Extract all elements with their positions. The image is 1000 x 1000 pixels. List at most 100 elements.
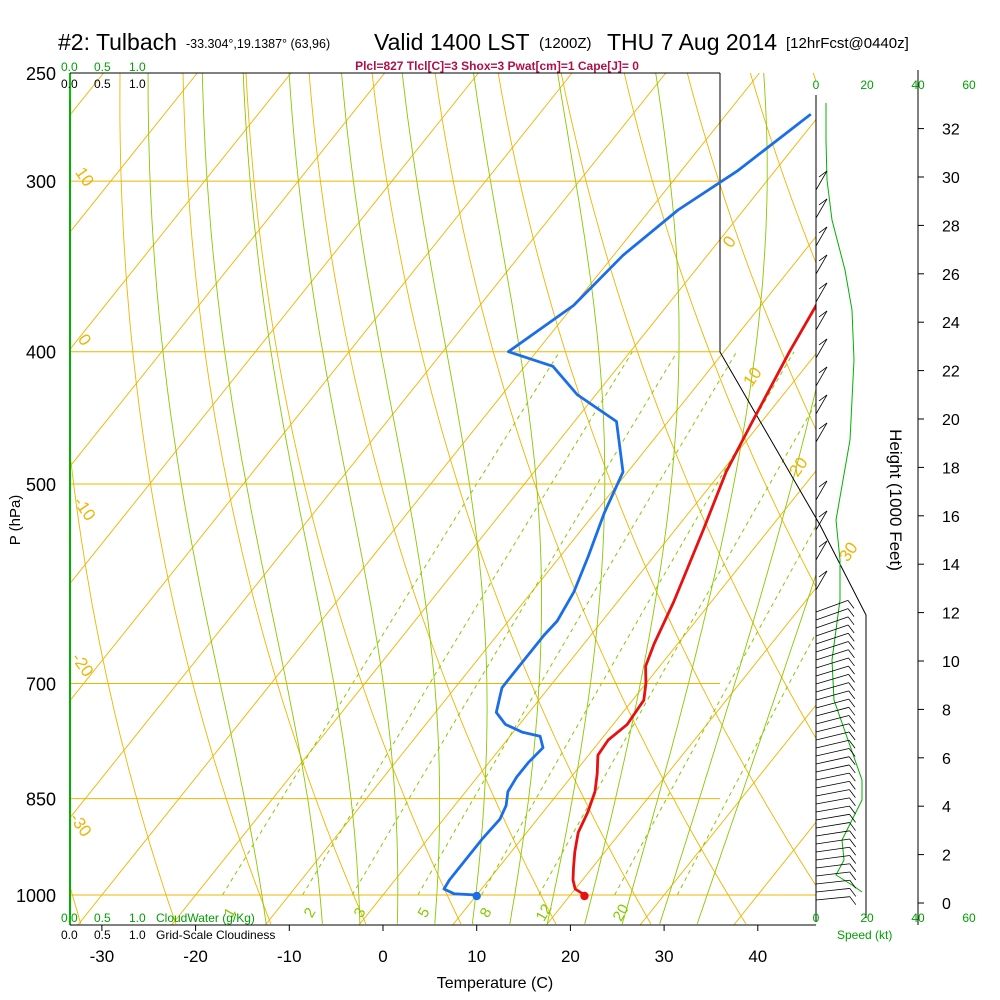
- wind-barb-staff: [815, 830, 850, 837]
- wind-barb-staff: [815, 896, 850, 901]
- wind-barb-staff: [815, 813, 850, 821]
- wind-barb-staff: [815, 822, 850, 829]
- temp-tick-label: 10: [467, 947, 486, 966]
- wind-barb-flag: [849, 797, 856, 807]
- background-grid: [70, 73, 1000, 925]
- cloudiness-tick-top-1: 0.5: [94, 77, 111, 91]
- forecast-date: THU 7 Aug 2014: [607, 29, 777, 55]
- wind-barb-flag: [818, 422, 828, 430]
- isobar-lines: [70, 72, 816, 896]
- mixing-ratio-line: [302, 351, 633, 896]
- wind-barb-staff: [815, 226, 828, 247]
- isotherm-line: [70, 73, 198, 233]
- isotherm-label: 10: [71, 164, 97, 190]
- wind-barb-flag: [849, 871, 857, 881]
- wind-barb-staff: [815, 624, 849, 637]
- height-tick-label: 6: [942, 751, 951, 768]
- wind-barb-flag: [849, 830, 856, 840]
- surface-dewpoint-dot: [472, 891, 481, 901]
- height-tick-label: 30: [942, 170, 960, 187]
- height-tick-label: 32: [942, 122, 960, 139]
- cloudiness-tick-top-2: 1.0: [129, 77, 146, 91]
- temp-tick-label: 0: [378, 947, 387, 966]
- cloudiness-tick-top-0: 0.0: [61, 77, 78, 91]
- speed-tick-top-0: 0: [813, 78, 820, 92]
- wind-barb-flag: [847, 608, 855, 617]
- wind-barb-flag: [848, 690, 856, 700]
- wind-barb-flag: [818, 540, 828, 548]
- wind-barb-staff: [815, 698, 849, 709]
- dry-adiabat-line: [560, 73, 816, 740]
- isotherm-line: [921, 73, 1000, 925]
- mixing-ratio-label: 3: [351, 905, 370, 921]
- forecast-hour: [12hrFcst@0440z]: [786, 35, 909, 52]
- wind-barb-flag: [848, 641, 855, 650]
- wind-barb-staff: [815, 706, 849, 717]
- moist-adiabat-line: [621, 73, 768, 925]
- wind-barb-staff: [815, 781, 850, 789]
- moist-adiabat-line: [147, 73, 267, 924]
- wind-barb-flag: [849, 789, 856, 798]
- height-tick-label: 22: [942, 364, 960, 381]
- station-coords: -33.304°,19.1387° (63,96): [186, 37, 330, 51]
- wind-barb-staff: [815, 170, 828, 191]
- height-tick-label: 26: [942, 267, 960, 284]
- cloud-legend-top: 0.0 0.5 1.0 0.0 0.5 1.0: [61, 60, 146, 91]
- speed-tick-top-2: 40: [911, 78, 925, 92]
- wind-barb-flag: [849, 855, 857, 864]
- wind-barb-flag: [848, 674, 855, 683]
- wind-barb-flag: [848, 748, 856, 757]
- wind-barb-staff: [815, 756, 850, 765]
- moist-adiabat-line: [659, 386, 816, 925]
- wind-barb-staff: [815, 510, 828, 531]
- isotherm-label: 0: [74, 331, 95, 350]
- wind-barb-staff: [815, 570, 828, 591]
- wind-barb-flag: [848, 649, 855, 658]
- wind-barb-staff: [815, 748, 850, 757]
- moist-adiabat-line: [242, 73, 361, 924]
- wind-barb-flag: [818, 170, 828, 178]
- mixing-ratio-label: 12: [533, 901, 556, 924]
- wind-barb-flag: [848, 772, 856, 782]
- wind-barb-flag: [849, 814, 856, 823]
- wind-barb-staff: [815, 480, 828, 501]
- dry-adiabat-line: [182, 73, 367, 925]
- pressure-tick-label: 300: [26, 172, 56, 192]
- wind-barb-staff: [815, 715, 850, 725]
- mixing-ratio-line: [222, 351, 561, 896]
- wind-barb-flag: [848, 682, 856, 691]
- speed-tick-3: 60: [962, 911, 976, 925]
- wind-barb-staff: [815, 731, 850, 741]
- isotherm-line: [171, 118, 816, 925]
- wind-barb-flag: [818, 310, 828, 318]
- pressure-tick-label: 250: [26, 64, 56, 84]
- wind-panel-boundary: [819, 524, 867, 918]
- moist-adiabat-line: [288, 73, 399, 924]
- wind-barb-flag: [849, 805, 856, 815]
- wind-barb-staff: [815, 772, 850, 781]
- temp-tick-label: 20: [561, 947, 580, 966]
- cloudwater-tick-0: 0.0: [61, 911, 78, 925]
- wind-barb-staff: [815, 789, 850, 797]
- wind-barb-flag: [818, 480, 828, 488]
- dry-adiabat-line: [119, 73, 272, 925]
- wind-barb-staff: [815, 338, 828, 359]
- wind-barb-flag: [818, 226, 828, 234]
- speed-tick-0: 0: [813, 911, 820, 925]
- wind-barb-staff: [815, 310, 828, 331]
- dry-adiabat-line: [686, 73, 816, 431]
- wind-barb-staff: [815, 674, 849, 685]
- moist-adiabat-line: [201, 73, 323, 924]
- speed-tick-1: 20: [860, 911, 874, 925]
- temp-tick-label: -10: [277, 947, 302, 966]
- wind-barb-staff: [815, 616, 849, 629]
- wind-barb-flag: [847, 616, 855, 626]
- wind-barb-staff: [815, 608, 849, 621]
- wind-barb-staff: [815, 764, 850, 773]
- cloudwater-tick-top-0: 0.0: [61, 60, 78, 74]
- pressure-tick-label: 1000: [16, 886, 56, 906]
- cloudwater-label: CloudWater (g/Kg): [156, 911, 255, 925]
- pressure-tick-label: 400: [26, 343, 56, 363]
